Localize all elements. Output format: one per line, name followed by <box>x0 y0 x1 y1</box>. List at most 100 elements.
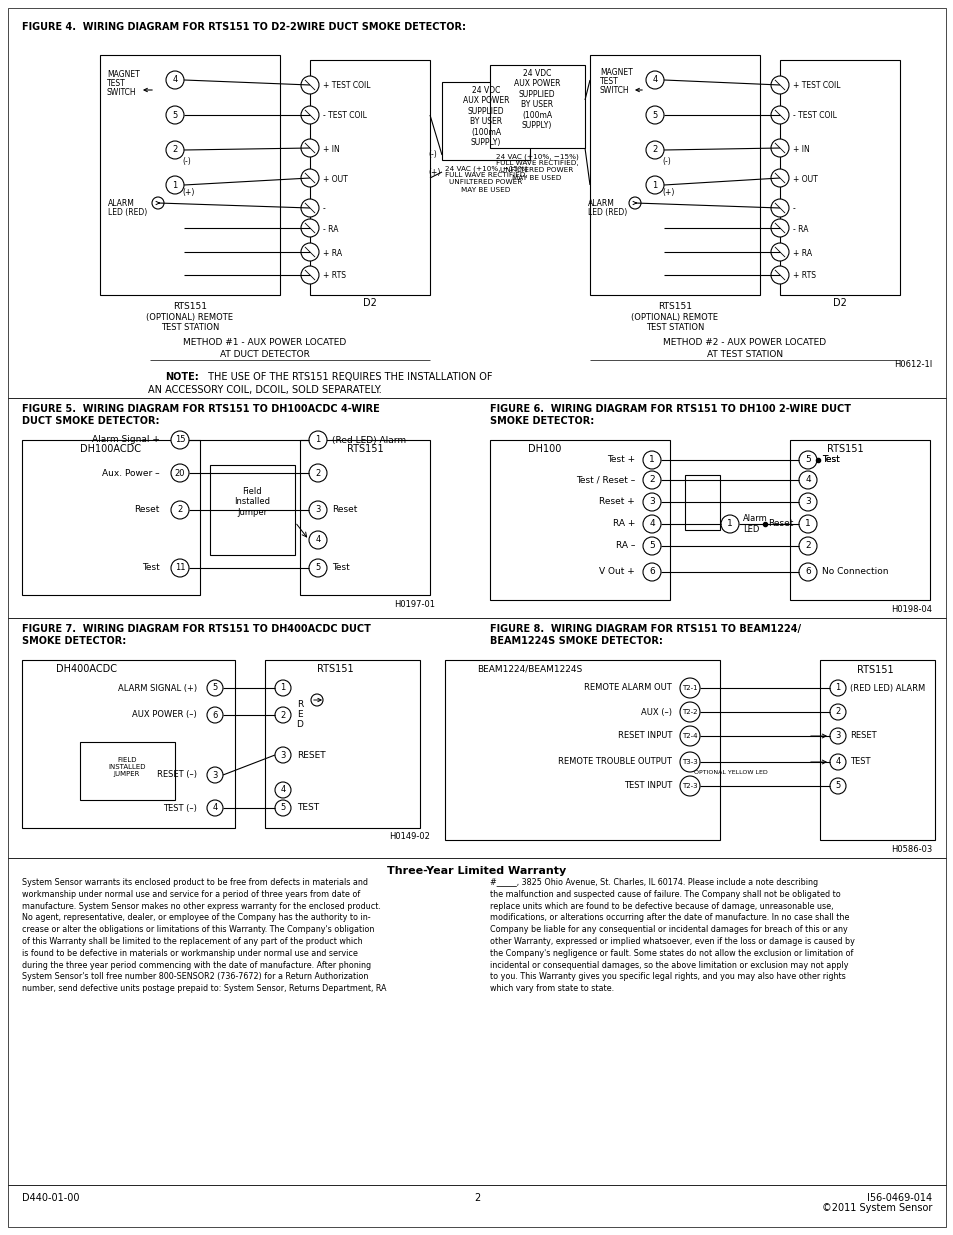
Circle shape <box>679 678 700 698</box>
Text: TEST STATION: TEST STATION <box>161 324 219 332</box>
Text: 5: 5 <box>652 110 657 120</box>
Text: + OUT: + OUT <box>792 174 817 184</box>
Circle shape <box>301 140 318 157</box>
Circle shape <box>274 680 291 697</box>
Text: 1: 1 <box>280 683 285 693</box>
Text: BEAM1224S SMOKE DETECTOR:: BEAM1224S SMOKE DETECTOR: <box>490 636 662 646</box>
Text: ALARM: ALARM <box>108 199 134 207</box>
Text: 2: 2 <box>280 710 285 720</box>
Text: FIGURE 6.  WIRING DIAGRAM FOR RTS151 TO DH100 2-WIRE DUCT: FIGURE 6. WIRING DIAGRAM FOR RTS151 TO D… <box>490 404 850 414</box>
Circle shape <box>311 694 323 706</box>
Text: + OUT: + OUT <box>323 174 348 184</box>
Text: - TEST COIL: - TEST COIL <box>792 111 836 121</box>
Circle shape <box>679 752 700 772</box>
Text: T3-3: T3-3 <box>681 760 698 764</box>
Circle shape <box>679 701 700 722</box>
Text: AUX (–): AUX (–) <box>640 708 671 716</box>
Circle shape <box>274 747 291 763</box>
Text: RTS151: RTS151 <box>316 664 353 674</box>
Circle shape <box>309 501 327 519</box>
Text: Test: Test <box>821 456 839 464</box>
Text: 4: 4 <box>315 536 320 545</box>
Circle shape <box>770 199 788 217</box>
Circle shape <box>171 559 189 577</box>
Text: FIGURE 4.  WIRING DIAGRAM FOR RTS151 TO D2-2WIRE DUCT SMOKE DETECTOR:: FIGURE 4. WIRING DIAGRAM FOR RTS151 TO D… <box>22 22 465 32</box>
Circle shape <box>628 198 640 209</box>
Text: Test: Test <box>332 563 350 573</box>
Text: + RTS: + RTS <box>323 272 346 280</box>
Text: 5: 5 <box>804 456 810 464</box>
Text: REMOTE ALARM OUT: REMOTE ALARM OUT <box>583 683 671 693</box>
Circle shape <box>166 70 184 89</box>
Circle shape <box>645 70 663 89</box>
Text: 24 VAC (+10%, −15%)
FULL WAVE RECTIFIED,
UNFILTERED POWER
MAY BE USED: 24 VAC (+10%, −15%) FULL WAVE RECTIFIED,… <box>496 153 578 180</box>
Circle shape <box>799 471 816 489</box>
Text: 1: 1 <box>652 180 657 189</box>
Circle shape <box>799 537 816 555</box>
Text: 4: 4 <box>280 785 285 794</box>
Text: 5: 5 <box>280 804 285 813</box>
Text: RA +: RA + <box>612 520 635 529</box>
Circle shape <box>301 199 318 217</box>
Text: D2: D2 <box>832 298 846 308</box>
Text: AT DUCT DETECTOR: AT DUCT DETECTOR <box>220 350 310 359</box>
Text: 5: 5 <box>648 541 654 551</box>
Bar <box>310 61 430 295</box>
Text: RTS151: RTS151 <box>826 445 862 454</box>
Circle shape <box>770 243 788 261</box>
Text: -: - <box>323 205 325 214</box>
Circle shape <box>166 177 184 194</box>
Text: D: D <box>296 720 303 729</box>
Text: Alarm
LED: Alarm LED <box>742 514 767 534</box>
Text: #_____, 3825 Ohio Avenue, St. Charles, IL 60174. Please include a note describin: #_____, 3825 Ohio Avenue, St. Charles, I… <box>490 878 854 993</box>
Text: E: E <box>297 710 302 719</box>
Circle shape <box>207 706 223 722</box>
Circle shape <box>799 515 816 534</box>
Text: FIGURE 7.  WIRING DIAGRAM FOR RTS151 TO DH400ACDC DUCT: FIGURE 7. WIRING DIAGRAM FOR RTS151 TO D… <box>22 624 371 634</box>
Text: RTS151: RTS151 <box>856 664 892 676</box>
Text: RESET (–): RESET (–) <box>157 771 196 779</box>
Text: 1: 1 <box>804 520 810 529</box>
Text: (-): (-) <box>182 157 191 165</box>
Text: TEST: TEST <box>599 77 618 86</box>
Text: 4: 4 <box>652 75 657 84</box>
Bar <box>441 82 530 161</box>
Text: 2: 2 <box>648 475 654 484</box>
Bar <box>490 440 669 600</box>
Text: TEST STATION: TEST STATION <box>645 324 703 332</box>
Text: 1: 1 <box>172 180 177 189</box>
Circle shape <box>645 177 663 194</box>
Text: 6: 6 <box>648 568 654 577</box>
Text: T2-1: T2-1 <box>681 685 697 692</box>
Circle shape <box>679 776 700 797</box>
Text: V Out +: V Out + <box>598 568 635 577</box>
Text: 3: 3 <box>315 505 320 515</box>
Bar <box>589 56 760 295</box>
Text: ©2011 System Sensor: ©2011 System Sensor <box>821 1203 931 1213</box>
Circle shape <box>799 563 816 580</box>
Circle shape <box>799 451 816 469</box>
Text: -: - <box>792 205 795 214</box>
Text: THE USE OF THE RTS151 REQUIRES THE INSTALLATION OF: THE USE OF THE RTS151 REQUIRES THE INSTA… <box>205 372 492 382</box>
Text: (+): (+) <box>428 168 440 177</box>
Text: 3: 3 <box>835 731 840 741</box>
Bar <box>780 61 899 295</box>
Text: (OPTIONAL) REMOTE: (OPTIONAL) REMOTE <box>631 312 718 322</box>
Text: MAGNET: MAGNET <box>107 70 139 79</box>
Circle shape <box>829 727 845 743</box>
Bar <box>299 440 430 595</box>
Text: T2-4: T2-4 <box>681 734 697 739</box>
Circle shape <box>301 106 318 124</box>
Circle shape <box>274 800 291 816</box>
Text: METHOD #2 - AUX POWER LOCATED: METHOD #2 - AUX POWER LOCATED <box>662 338 825 347</box>
Text: LED (RED): LED (RED) <box>587 207 626 217</box>
Circle shape <box>642 563 660 580</box>
Text: 15: 15 <box>174 436 185 445</box>
Circle shape <box>770 140 788 157</box>
Text: H0612-1I: H0612-1I <box>893 359 931 369</box>
Text: DH100ACDC: DH100ACDC <box>80 445 141 454</box>
Circle shape <box>152 198 164 209</box>
Text: 20: 20 <box>174 468 185 478</box>
Text: (RED LED) ALARM: (RED LED) ALARM <box>849 683 924 693</box>
Text: 3: 3 <box>648 498 654 506</box>
